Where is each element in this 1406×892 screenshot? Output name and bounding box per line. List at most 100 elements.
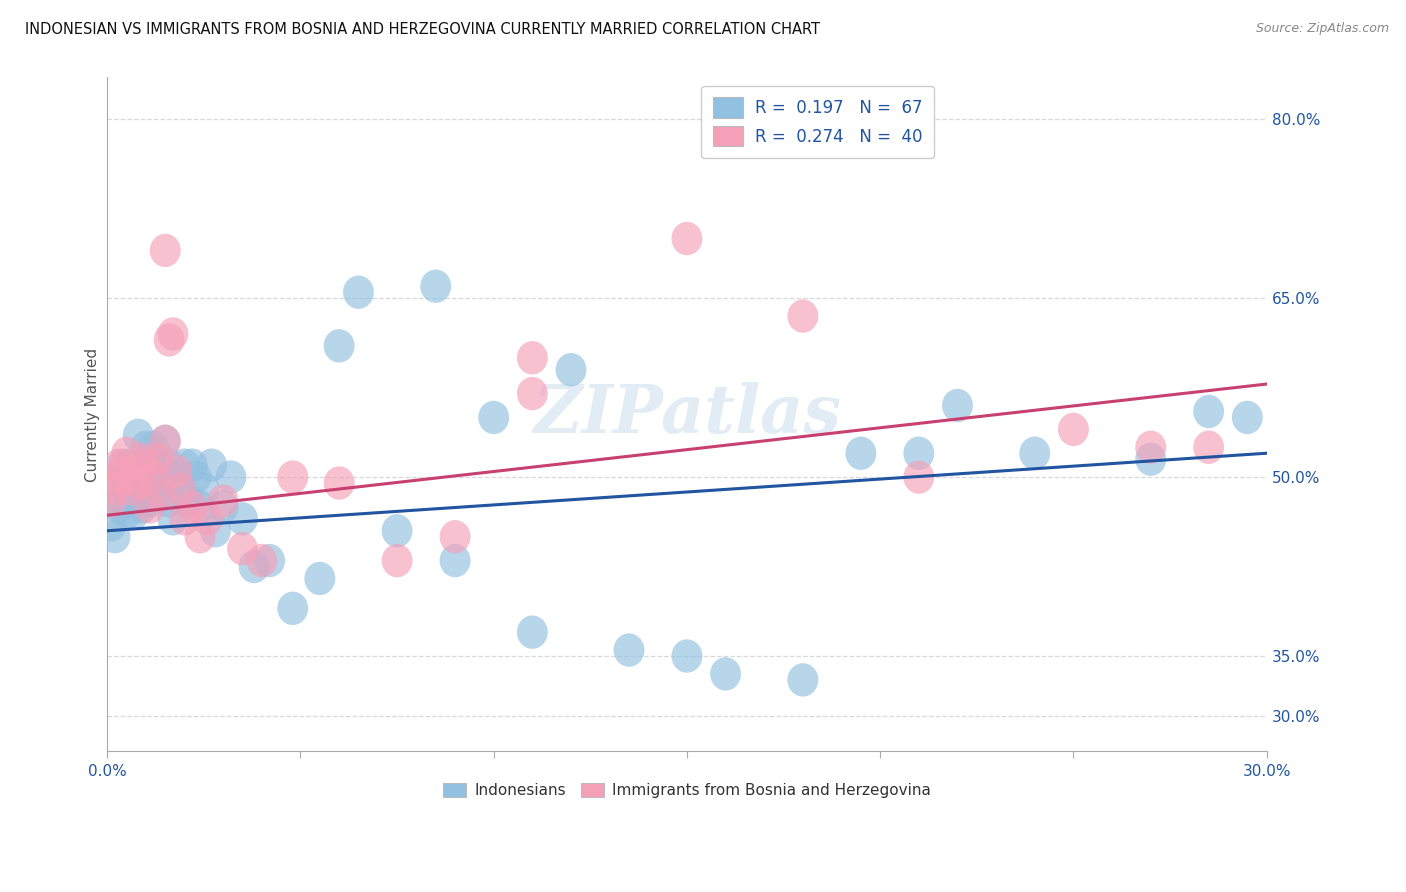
Ellipse shape	[710, 657, 741, 690]
Ellipse shape	[153, 484, 184, 517]
Ellipse shape	[135, 491, 166, 524]
Ellipse shape	[478, 401, 509, 434]
Ellipse shape	[107, 484, 138, 517]
Ellipse shape	[162, 454, 193, 488]
Ellipse shape	[246, 544, 277, 577]
Ellipse shape	[142, 442, 173, 476]
Ellipse shape	[517, 341, 548, 375]
Ellipse shape	[150, 425, 181, 458]
Ellipse shape	[517, 377, 548, 410]
Ellipse shape	[122, 467, 153, 500]
Ellipse shape	[131, 449, 162, 482]
Ellipse shape	[115, 472, 146, 506]
Ellipse shape	[200, 514, 231, 548]
Ellipse shape	[208, 484, 239, 517]
Ellipse shape	[555, 353, 586, 386]
Ellipse shape	[177, 449, 208, 482]
Ellipse shape	[100, 520, 131, 553]
Ellipse shape	[138, 460, 169, 494]
Ellipse shape	[1057, 413, 1088, 446]
Ellipse shape	[104, 460, 135, 494]
Ellipse shape	[107, 449, 138, 482]
Ellipse shape	[96, 508, 127, 541]
Ellipse shape	[115, 478, 146, 512]
Ellipse shape	[942, 389, 973, 422]
Ellipse shape	[193, 502, 224, 535]
Ellipse shape	[162, 460, 193, 494]
Ellipse shape	[107, 454, 138, 488]
Text: INDONESIAN VS IMMIGRANTS FROM BOSNIA AND HERZEGOVINA CURRENTLY MARRIED CORRELATI: INDONESIAN VS IMMIGRANTS FROM BOSNIA AND…	[25, 22, 820, 37]
Ellipse shape	[215, 460, 246, 494]
Ellipse shape	[188, 472, 219, 506]
Ellipse shape	[138, 431, 169, 464]
Ellipse shape	[153, 449, 184, 482]
Ellipse shape	[150, 234, 181, 267]
Ellipse shape	[226, 502, 257, 535]
Ellipse shape	[1135, 431, 1166, 464]
Ellipse shape	[1194, 431, 1225, 464]
Ellipse shape	[96, 484, 127, 517]
Ellipse shape	[104, 449, 135, 482]
Ellipse shape	[226, 532, 257, 566]
Ellipse shape	[787, 663, 818, 697]
Ellipse shape	[104, 467, 135, 500]
Ellipse shape	[1019, 436, 1050, 470]
Ellipse shape	[440, 520, 471, 553]
Ellipse shape	[115, 449, 146, 482]
Ellipse shape	[169, 502, 200, 535]
Ellipse shape	[122, 418, 153, 452]
Ellipse shape	[184, 520, 215, 553]
Ellipse shape	[100, 472, 131, 506]
Ellipse shape	[169, 449, 200, 482]
Ellipse shape	[904, 460, 934, 494]
Ellipse shape	[104, 491, 135, 524]
Ellipse shape	[277, 460, 308, 494]
Ellipse shape	[904, 436, 934, 470]
Ellipse shape	[166, 472, 195, 506]
Ellipse shape	[323, 329, 354, 362]
Ellipse shape	[150, 467, 181, 500]
Ellipse shape	[239, 549, 270, 583]
Ellipse shape	[131, 467, 162, 500]
Ellipse shape	[146, 478, 177, 512]
Ellipse shape	[127, 454, 157, 488]
Ellipse shape	[1135, 442, 1166, 476]
Ellipse shape	[277, 591, 308, 625]
Ellipse shape	[166, 472, 195, 506]
Ellipse shape	[420, 269, 451, 303]
Ellipse shape	[127, 491, 157, 524]
Ellipse shape	[111, 472, 142, 506]
Ellipse shape	[131, 431, 162, 464]
Ellipse shape	[153, 323, 184, 357]
Ellipse shape	[787, 300, 818, 333]
Ellipse shape	[208, 491, 239, 524]
Ellipse shape	[177, 491, 208, 524]
Ellipse shape	[150, 425, 181, 458]
Ellipse shape	[254, 544, 285, 577]
Ellipse shape	[672, 640, 703, 673]
Ellipse shape	[111, 436, 142, 470]
Ellipse shape	[111, 460, 142, 494]
Ellipse shape	[138, 460, 169, 494]
Ellipse shape	[135, 442, 166, 476]
Ellipse shape	[142, 478, 173, 512]
Ellipse shape	[1232, 401, 1263, 434]
Ellipse shape	[157, 502, 188, 535]
Ellipse shape	[613, 633, 644, 666]
Ellipse shape	[381, 544, 412, 577]
Ellipse shape	[184, 491, 215, 524]
Ellipse shape	[304, 562, 335, 595]
Ellipse shape	[672, 222, 703, 255]
Ellipse shape	[146, 460, 177, 494]
Y-axis label: Currently Married: Currently Married	[86, 347, 100, 482]
Ellipse shape	[120, 496, 150, 530]
Ellipse shape	[127, 442, 157, 476]
Ellipse shape	[120, 460, 150, 494]
Ellipse shape	[142, 449, 173, 482]
Ellipse shape	[517, 615, 548, 648]
Text: ZIPatlas: ZIPatlas	[533, 382, 841, 447]
Ellipse shape	[323, 467, 354, 500]
Ellipse shape	[195, 449, 226, 482]
Ellipse shape	[135, 484, 166, 517]
Text: Source: ZipAtlas.com: Source: ZipAtlas.com	[1256, 22, 1389, 36]
